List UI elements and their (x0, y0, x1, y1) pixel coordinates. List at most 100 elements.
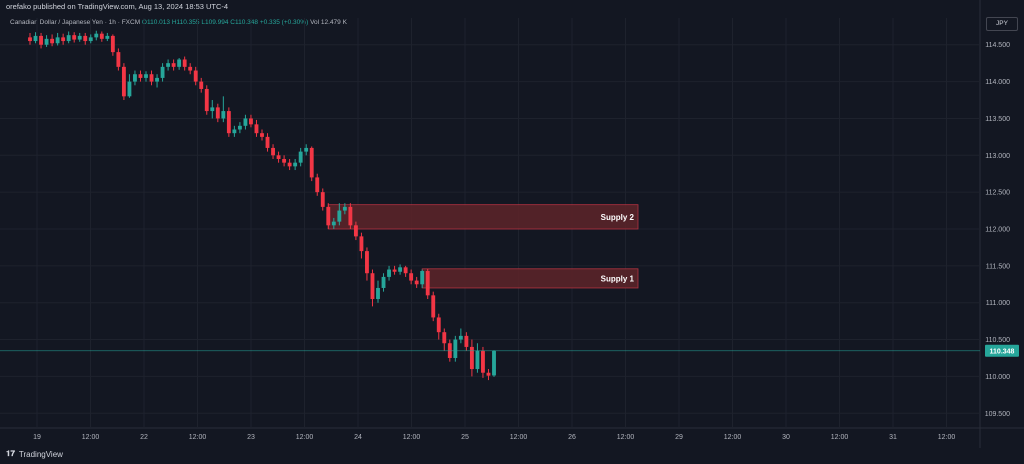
candle-body (381, 276, 386, 288)
legend-high: H110.355 (171, 19, 200, 26)
candle-body (116, 52, 121, 67)
candle-body (282, 158, 287, 163)
candle-body (193, 70, 198, 82)
y-tick-label: 112.500 (985, 190, 1010, 197)
x-tick-label: 31 (889, 434, 897, 441)
candle-body (72, 35, 77, 40)
candle-body (442, 332, 447, 344)
candle-body (188, 66, 193, 71)
candle-body (110, 35, 115, 53)
candle-body (166, 63, 171, 67)
x-tick-label: 12:00 (938, 434, 956, 441)
candle-body (237, 125, 242, 130)
footer-brand-label: TradingView (18, 449, 63, 459)
candle-body (243, 118, 248, 126)
y-tick-label: 114.500 (985, 42, 1010, 49)
x-tick-label: 29 (675, 434, 683, 441)
candle-body (293, 162, 298, 167)
candle-body (260, 133, 264, 137)
candle-body (486, 372, 491, 376)
supply-zone-label: Supply 1 (601, 274, 635, 283)
candle-body (210, 107, 215, 112)
candle-body (88, 37, 93, 42)
candle-body (387, 269, 391, 277)
candle-body (403, 267, 408, 274)
legend-exchange: FXCM (121, 19, 141, 26)
candle-body (287, 162, 292, 167)
currency-button[interactable]: JPY (986, 17, 1018, 31)
candle-body (28, 37, 32, 42)
candle-body (221, 111, 226, 119)
candle-body (276, 155, 281, 159)
candle-body (39, 35, 43, 45)
candle-body (33, 35, 38, 42)
candle-body (83, 35, 88, 42)
candle-body (398, 267, 403, 272)
candle-body (226, 111, 231, 134)
candle-body (133, 74, 137, 82)
candle-body (127, 81, 132, 97)
y-tick-label: 114.000 (985, 79, 1010, 86)
x-tick-label: 23 (247, 434, 255, 441)
last-price-label: 110.348 (990, 348, 1015, 355)
candle-body (353, 225, 358, 237)
candle-body (265, 136, 270, 148)
candle-body (464, 335, 469, 347)
published-note: orefako published on TradingView.com, Au… (6, 2, 229, 11)
x-tick-label: 22 (140, 434, 148, 441)
candle-body (342, 206, 347, 211)
candle-body (392, 269, 397, 272)
legend-change: +0.335 (+0.30%) (259, 19, 309, 26)
x-tick-label: 25 (461, 434, 469, 441)
y-tick-label: 110.500 (985, 337, 1010, 344)
candle-body (414, 280, 419, 285)
candle-body (481, 350, 485, 373)
candle-body (215, 107, 220, 119)
candle-body (320, 192, 325, 207)
legend-symbol: Canadian Dollar / Japanese Yen (10, 19, 103, 26)
y-tick-label: 113.000 (985, 153, 1010, 160)
candle-body (436, 317, 441, 333)
legend-low: L109.994 (201, 19, 229, 26)
candle-body (144, 74, 148, 78)
x-tick-label: 19 (33, 434, 41, 441)
candle-body (77, 35, 82, 40)
candle-body (492, 350, 496, 376)
candle-body (149, 74, 154, 82)
candle-body (99, 33, 104, 39)
y-tick-label: 110.000 (985, 374, 1010, 381)
candle-body (94, 33, 99, 38)
x-tick-label: 12:00 (724, 434, 742, 441)
candle-body (138, 74, 143, 78)
x-tick-label: 12:00 (82, 434, 100, 441)
candle-body (61, 37, 66, 42)
legend-close: C110.348 (230, 19, 258, 26)
candle-body (232, 129, 237, 134)
candle-body (359, 236, 364, 252)
x-tick-label: 12:00 (296, 434, 314, 441)
candle-body (44, 38, 49, 45)
candle-body (271, 147, 275, 156)
candle-body (331, 221, 336, 226)
candle-body (50, 38, 55, 44)
candle-body (376, 287, 380, 300)
candle-body (309, 147, 314, 178)
candle-body (370, 273, 375, 300)
candle-body (425, 271, 430, 296)
candle-body (409, 273, 414, 281)
candle-body (365, 251, 369, 274)
y-tick-label: 111.000 (986, 300, 1010, 307)
x-tick-label: 12:00 (831, 434, 849, 441)
candle-body (249, 118, 253, 125)
tradingview-logo-icon: 𝟏𝟕 (6, 449, 15, 458)
x-tick-label: 12:00 (617, 434, 635, 441)
footer-brand: 𝟏𝟕 TradingView (6, 449, 63, 459)
candle-body (254, 124, 259, 134)
candle-body (298, 151, 303, 163)
y-tick-label: 112.000 (985, 227, 1010, 234)
legend-volume: Vol 12.479 K (310, 19, 347, 26)
legend-timeframe: 1h (108, 19, 116, 26)
candle-body (326, 206, 331, 226)
x-tick-label: 12:00 (403, 434, 421, 441)
